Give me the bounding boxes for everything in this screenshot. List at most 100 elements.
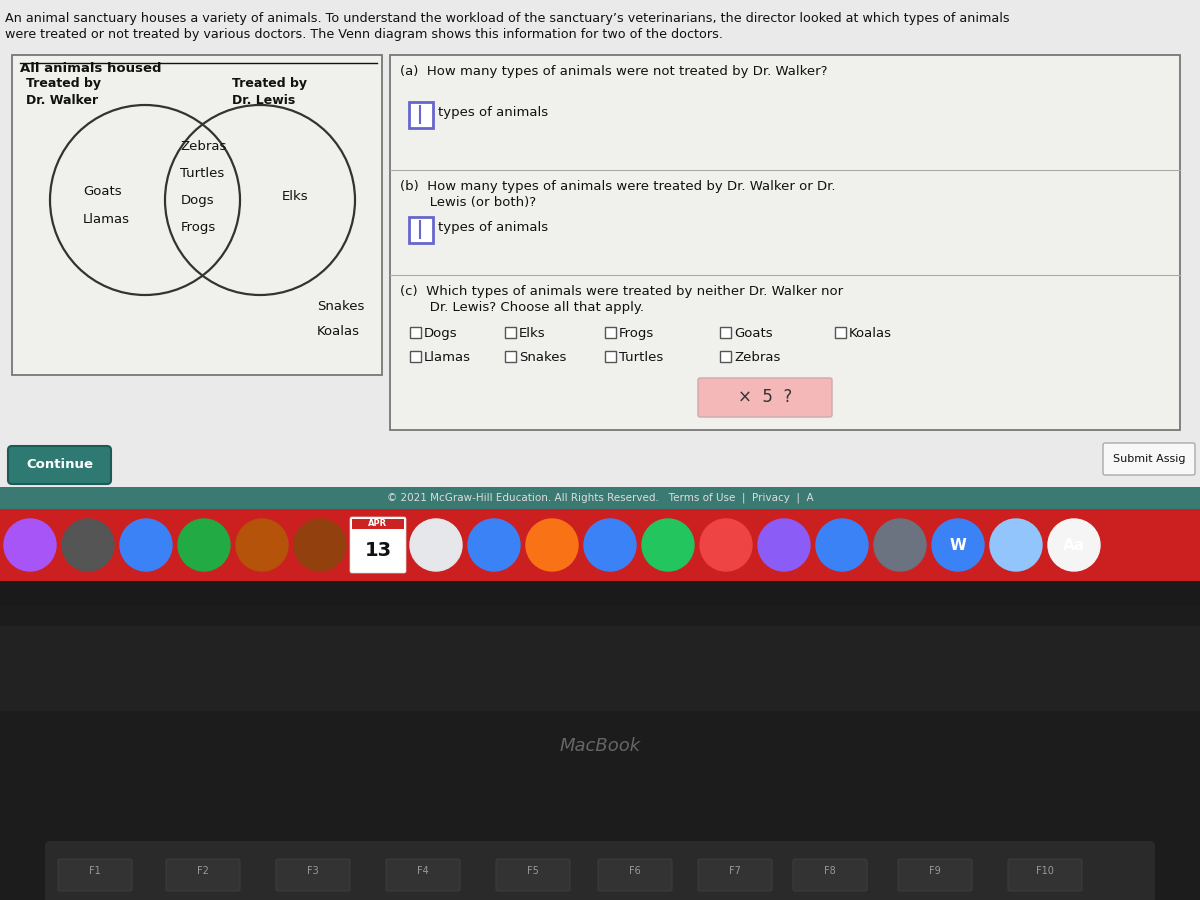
- Text: All animals housed: All animals housed: [20, 62, 162, 75]
- Text: MacBook: MacBook: [559, 737, 641, 755]
- Text: Snakes: Snakes: [317, 300, 365, 313]
- FancyBboxPatch shape: [0, 626, 1200, 711]
- FancyBboxPatch shape: [12, 55, 382, 375]
- FancyBboxPatch shape: [352, 519, 404, 529]
- Text: Dogs: Dogs: [180, 194, 214, 207]
- Circle shape: [178, 519, 230, 571]
- Circle shape: [352, 519, 404, 571]
- Text: Zebras: Zebras: [734, 351, 780, 364]
- FancyBboxPatch shape: [0, 606, 1200, 900]
- Text: Dogs: Dogs: [424, 327, 457, 340]
- FancyBboxPatch shape: [0, 581, 1200, 606]
- FancyBboxPatch shape: [1103, 443, 1195, 475]
- Text: Continue: Continue: [26, 458, 94, 472]
- Text: F2: F2: [197, 866, 209, 876]
- Circle shape: [642, 519, 694, 571]
- Text: Dr. Lewis? Choose all that apply.: Dr. Lewis? Choose all that apply.: [400, 301, 644, 314]
- Text: Elks: Elks: [520, 327, 546, 340]
- FancyBboxPatch shape: [58, 859, 132, 891]
- Text: Goats: Goats: [734, 327, 773, 340]
- FancyBboxPatch shape: [386, 859, 460, 891]
- Circle shape: [294, 519, 346, 571]
- Text: Turtles: Turtles: [180, 167, 224, 180]
- FancyBboxPatch shape: [1008, 859, 1082, 891]
- FancyBboxPatch shape: [0, 487, 1200, 509]
- FancyBboxPatch shape: [835, 327, 846, 338]
- Circle shape: [4, 519, 56, 571]
- FancyBboxPatch shape: [898, 859, 972, 891]
- Text: (a)  How many types of animals were not treated by Dr. Walker?: (a) How many types of animals were not t…: [400, 65, 828, 78]
- Text: 13: 13: [365, 541, 391, 560]
- Text: Treated by
Dr. Walker: Treated by Dr. Walker: [26, 77, 101, 107]
- Text: F6: F6: [629, 866, 641, 876]
- FancyBboxPatch shape: [505, 327, 516, 338]
- Text: (b)  How many types of animals were treated by Dr. Walker or Dr.: (b) How many types of animals were treat…: [400, 180, 835, 193]
- Text: Elks: Elks: [282, 190, 308, 203]
- Circle shape: [62, 519, 114, 571]
- Circle shape: [874, 519, 926, 571]
- FancyBboxPatch shape: [698, 378, 832, 417]
- FancyBboxPatch shape: [496, 859, 570, 891]
- Text: F8: F8: [824, 866, 836, 876]
- FancyBboxPatch shape: [598, 859, 672, 891]
- Text: © 2021 McGraw-Hill Education. All Rights Reserved.   Terms of Use  |  Privacy  |: © 2021 McGraw-Hill Education. All Rights…: [386, 493, 814, 503]
- FancyBboxPatch shape: [505, 351, 516, 362]
- Text: Koalas: Koalas: [850, 327, 892, 340]
- Circle shape: [990, 519, 1042, 571]
- Text: APR: APR: [368, 519, 388, 528]
- Text: F7: F7: [730, 866, 740, 876]
- FancyBboxPatch shape: [793, 859, 866, 891]
- Text: Koalas: Koalas: [317, 325, 360, 338]
- FancyBboxPatch shape: [410, 351, 421, 362]
- Text: Lewis (or both)?: Lewis (or both)?: [400, 196, 536, 209]
- Text: Llamas: Llamas: [83, 213, 130, 226]
- FancyBboxPatch shape: [698, 859, 772, 891]
- Text: types of animals: types of animals: [438, 221, 548, 234]
- Circle shape: [1048, 519, 1100, 571]
- Text: Turtles: Turtles: [619, 351, 664, 364]
- Text: F4: F4: [418, 866, 428, 876]
- Circle shape: [468, 519, 520, 571]
- FancyBboxPatch shape: [0, 0, 1200, 510]
- Text: Frogs: Frogs: [619, 327, 654, 340]
- Circle shape: [758, 519, 810, 571]
- Circle shape: [410, 519, 462, 571]
- Text: types of animals: types of animals: [438, 106, 548, 119]
- FancyBboxPatch shape: [166, 859, 240, 891]
- Text: Goats: Goats: [83, 185, 121, 198]
- Text: Frogs: Frogs: [180, 221, 216, 234]
- Text: (c)  Which types of animals were treated by neither Dr. Walker nor: (c) Which types of animals were treated …: [400, 285, 844, 298]
- FancyBboxPatch shape: [409, 217, 433, 243]
- Text: Aa: Aa: [1063, 537, 1085, 553]
- FancyBboxPatch shape: [720, 327, 731, 338]
- Text: F3: F3: [307, 866, 319, 876]
- Circle shape: [236, 519, 288, 571]
- Text: F10: F10: [1036, 866, 1054, 876]
- FancyBboxPatch shape: [350, 517, 406, 573]
- Text: W: W: [949, 537, 966, 553]
- Text: Submit Assiɡ: Submit Assiɡ: [1112, 454, 1186, 464]
- Circle shape: [932, 519, 984, 571]
- FancyBboxPatch shape: [720, 351, 731, 362]
- Circle shape: [526, 519, 578, 571]
- FancyBboxPatch shape: [605, 351, 616, 362]
- FancyBboxPatch shape: [410, 327, 421, 338]
- Text: Snakes: Snakes: [520, 351, 566, 364]
- FancyBboxPatch shape: [390, 55, 1180, 430]
- Text: were treated or not treated by various doctors. The Venn diagram shows this info: were treated or not treated by various d…: [5, 28, 722, 41]
- Text: Llamas: Llamas: [424, 351, 470, 364]
- Text: F5: F5: [527, 866, 539, 876]
- Text: Treated by
Dr. Lewis: Treated by Dr. Lewis: [232, 77, 307, 107]
- FancyBboxPatch shape: [605, 327, 616, 338]
- FancyBboxPatch shape: [46, 841, 1154, 900]
- Circle shape: [584, 519, 636, 571]
- Text: F9: F9: [929, 866, 941, 876]
- Circle shape: [120, 519, 172, 571]
- FancyBboxPatch shape: [0, 509, 1200, 581]
- FancyBboxPatch shape: [409, 102, 433, 128]
- FancyBboxPatch shape: [8, 446, 112, 484]
- Circle shape: [816, 519, 868, 571]
- Text: Zebras: Zebras: [180, 140, 227, 153]
- FancyBboxPatch shape: [276, 859, 350, 891]
- Text: F1: F1: [89, 866, 101, 876]
